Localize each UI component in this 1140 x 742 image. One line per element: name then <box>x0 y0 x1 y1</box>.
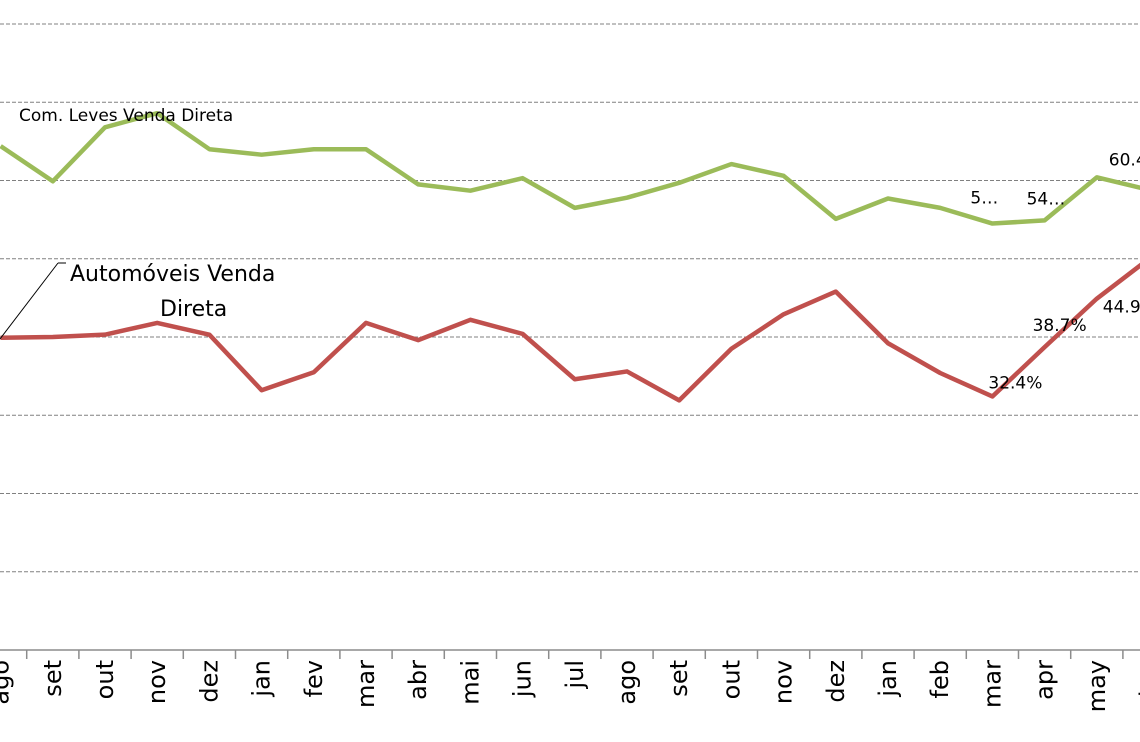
x-tick-label: mai <box>456 660 484 705</box>
x-tick-label: out <box>717 660 745 699</box>
x-tick-label: nov <box>143 660 171 704</box>
x-tick-label: jul <box>561 660 589 690</box>
x-tick-label: set <box>665 660 693 697</box>
series-label-leader-line <box>0 262 59 340</box>
data-label: 54… <box>1027 189 1066 209</box>
series-label-com-leves: Com. Leves Venda Direta <box>19 106 233 126</box>
x-tick-label: jan <box>248 660 276 698</box>
data-label: 38.7% <box>1033 316 1087 336</box>
x-tick-label: feb <box>926 660 954 698</box>
x-tick-label: nov <box>770 660 798 704</box>
x-tick-label: dez <box>195 660 223 703</box>
x-tick-label: jan <box>874 660 902 698</box>
x-tick-label: fev <box>300 660 328 697</box>
gridlines <box>0 23 1140 573</box>
series-label-automoveis-line1: Automóveis Venda <box>70 262 275 287</box>
x-tick-label: abr <box>404 660 432 700</box>
x-tick-label: ago <box>0 660 15 705</box>
x-tick-label: out <box>91 660 119 699</box>
data-label: 44.9 <box>1103 298 1140 318</box>
x-tick-label: may <box>1083 660 1111 712</box>
x-tick-label: jun <box>509 660 537 698</box>
x-tick-label: dez <box>822 660 850 703</box>
x-tick-label: apr <box>1031 660 1059 700</box>
x-tick-label: mar <box>352 660 380 708</box>
series-line-com-leves <box>0 110 1140 226</box>
series-label-automoveis-line2: Direta <box>160 297 227 322</box>
series-lines <box>0 110 1140 403</box>
data-label: 5… <box>970 189 998 209</box>
series-line-automoveis <box>0 262 1140 403</box>
x-tick-label: set <box>39 660 67 697</box>
x-tick-label: jun <box>1135 660 1140 698</box>
data-labels: 5… 54… 60.4 32.4% 38.7% 44.9 <box>970 150 1140 393</box>
data-label: 60.4 <box>1109 150 1140 170</box>
x-axis: ago set out nov dez jan fev mar abr mai jun jul ago s… <box>0 649 1140 712</box>
x-tick-label: ago <box>613 660 641 705</box>
data-label: 32.4% <box>988 373 1042 393</box>
x-tick-label: mar <box>978 660 1006 708</box>
